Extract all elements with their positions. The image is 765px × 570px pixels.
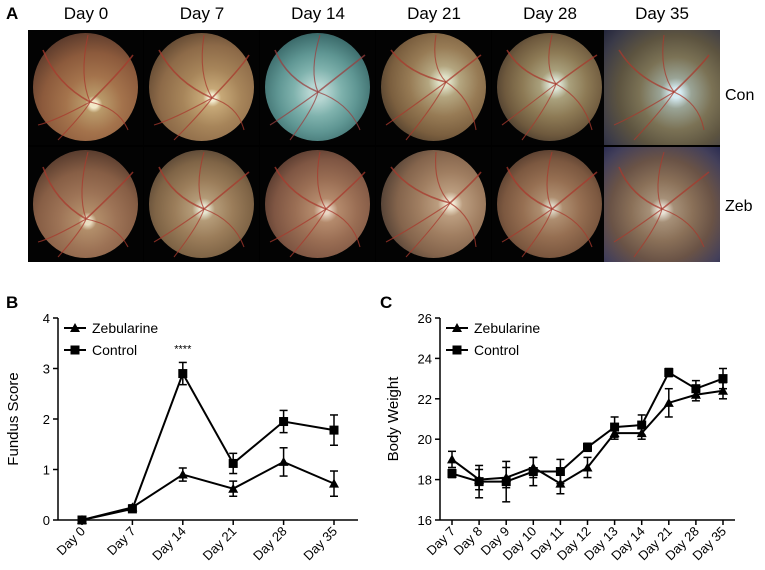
legend-marker-square (452, 345, 462, 355)
data-point-control (77, 515, 87, 525)
fundus-image-con-day35 (604, 30, 720, 145)
y-tick-label: 0 (43, 513, 50, 528)
fundus-image-con-day0 (28, 30, 143, 145)
fundus-image-con-day14 (260, 30, 375, 145)
fundus-image-zeb-day14 (260, 147, 375, 262)
fundus-image-con-day28 (492, 30, 607, 145)
legend-label: Zebularine (92, 320, 158, 336)
series-line-control (81, 371, 335, 521)
fundus-vessels (37, 151, 134, 258)
row-label-con: Con (725, 87, 755, 104)
fundus-image-zeb-day7 (144, 147, 259, 262)
day-label: Day 21 (407, 4, 461, 23)
fundus-score-chart: B 0 1 2 3 4 Fundus Score Day 0 Day 7 Day 14 Day 21… (5, 293, 358, 564)
fundus-vessels (269, 151, 366, 258)
fundus-image-con-day21 (376, 30, 491, 145)
panel-letter: B (6, 293, 18, 312)
legend-label: Control (92, 342, 137, 358)
day-label: Day 14 (291, 4, 345, 23)
legend-label: Control (474, 342, 519, 358)
data-point-control (718, 374, 728, 384)
fundus-vessels (385, 151, 482, 258)
data-point-zebularine (177, 469, 188, 479)
y-tick-label: 2 (43, 412, 50, 427)
data-point-control (127, 504, 137, 514)
fundus-image-con-day7 (144, 30, 259, 145)
x-tick-label: Day 21 (200, 524, 240, 564)
y-tick-label: 3 (43, 362, 50, 377)
x-tick-label: Day 8 (451, 524, 486, 559)
data-point-control (555, 467, 565, 477)
fundus-image-zeb-day35 (604, 147, 720, 262)
data-point-control (279, 417, 289, 427)
panel-letter: C (380, 293, 392, 312)
y-tick-label: 20 (418, 432, 432, 447)
x-tick-label: Day 0 (53, 524, 88, 559)
fundus-vessels (385, 34, 482, 141)
data-point-control (501, 477, 511, 487)
y-tick-label: 18 (418, 473, 432, 488)
data-point-control (474, 477, 484, 487)
data-point-control (178, 369, 188, 379)
y-tick-label: 22 (418, 392, 432, 407)
significance-annotation: **** (174, 343, 192, 355)
legend-label: Zebularine (474, 320, 540, 336)
data-point-zebularine (329, 478, 339, 488)
data-point-zebularine (663, 397, 674, 407)
panel-a-letter: A (6, 4, 19, 23)
fundus-image-zeb-day21 (376, 147, 491, 262)
legend-marker-triangle (452, 323, 462, 332)
fundus-vessels (153, 151, 250, 258)
y-axis-label: Fundus Score (5, 372, 22, 465)
y-tick-label: 16 (418, 513, 432, 528)
data-point-zebularine (718, 385, 728, 395)
data-point-zebularine (582, 462, 593, 472)
data-point-control (329, 425, 339, 435)
series-line-zebularine (81, 460, 335, 521)
day-label: Day 35 (635, 4, 689, 23)
x-tick-label: Day 28 (250, 524, 290, 564)
data-point-control (447, 469, 457, 479)
legend-marker-square (70, 345, 80, 355)
data-point-control (610, 422, 620, 432)
data-point-control (691, 384, 701, 394)
x-tick-label: Day 7 (423, 524, 458, 559)
y-axis-label: Body Weight (385, 376, 402, 462)
data-point-control (528, 467, 538, 477)
y-tick-label: 26 (418, 311, 432, 326)
fundus-image-zeb-day0 (28, 147, 143, 262)
fundus-image-grid (28, 30, 720, 262)
fundus-vessels (501, 151, 598, 258)
data-point-zebularine (447, 454, 457, 464)
day-label: Day 0 (63, 4, 109, 23)
x-tick-label: Day 35 (300, 524, 340, 564)
fundus-vessels (153, 34, 250, 141)
y-tick-label: 4 (43, 311, 50, 326)
data-point-control (583, 442, 592, 452)
data-point-control (664, 368, 674, 378)
fundus-vessels (501, 34, 598, 141)
day-label: Day 7 (179, 4, 225, 23)
data-point-zebularine (278, 456, 289, 466)
fundus-vessels (37, 34, 134, 141)
day-label: Day 28 (523, 4, 577, 23)
fundus-image-zeb-day28 (492, 147, 607, 262)
y-tick-label: 1 (43, 463, 50, 478)
data-point-control (637, 420, 647, 430)
data-point-zebularine (228, 483, 239, 493)
legend-marker-triangle (70, 323, 80, 332)
row-label-zeb: Zeb (725, 198, 753, 215)
data-point-control (228, 458, 238, 468)
fundus-vessels (613, 34, 710, 141)
fundus-vessels (613, 151, 710, 258)
x-tick-label: Day 14 (149, 524, 189, 564)
x-tick-label: Day 7 (104, 524, 139, 559)
fundus-vessels (269, 34, 366, 141)
y-tick-label: 24 (418, 351, 432, 366)
